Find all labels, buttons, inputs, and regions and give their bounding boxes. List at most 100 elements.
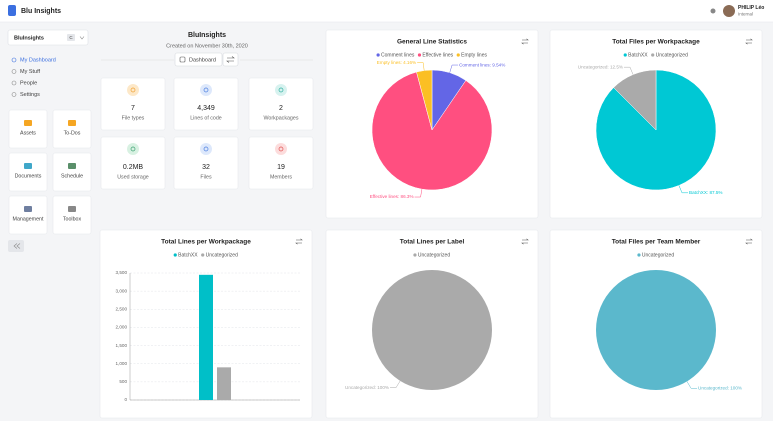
stat-icon-glyph — [278, 146, 284, 152]
data-label: Empty lines: 4.16% — [377, 60, 416, 65]
dashboard-icon — [179, 56, 186, 63]
switch-button[interactable] — [222, 52, 239, 67]
tile-label[interactable]: Management — [13, 216, 44, 222]
tile-icon — [24, 206, 32, 212]
pie-slice — [613, 69, 657, 131]
stat-icon — [275, 143, 287, 155]
dashboard-button[interactable] — [174, 52, 223, 67]
tile[interactable] — [8, 109, 48, 149]
chart-switch-icon[interactable] — [521, 238, 529, 245]
stat-label: Files — [200, 174, 212, 180]
label-leader — [449, 64, 459, 73]
nav-icon — [11, 92, 17, 97]
tile[interactable] — [8, 195, 48, 235]
tile[interactable] — [52, 195, 92, 235]
chart-switch-icon[interactable] — [521, 38, 529, 45]
legend-marker — [456, 53, 460, 57]
app-name[interactable]: Blu Insights — [21, 8, 61, 15]
charts: General Line Statistics Comment lines Effe… — [99, 29, 763, 419]
collapse-button[interactable] — [8, 240, 24, 252]
tile-icon — [68, 163, 76, 169]
tile-label[interactable]: Documents — [15, 173, 42, 179]
chart-switch-icon[interactable] — [745, 38, 753, 45]
label-leader — [417, 62, 425, 71]
stat-label: Used storage — [117, 174, 149, 180]
stat-label: Workpackages — [264, 115, 299, 121]
chart-switch-icon[interactable] — [295, 238, 303, 245]
stat-card — [173, 136, 239, 190]
pie-slice — [371, 71, 493, 191]
dashboard-button-label[interactable]: Dashboard — [189, 57, 216, 63]
pie-slice — [372, 270, 492, 390]
tile-icon — [24, 163, 32, 169]
stat-value: 7 — [131, 105, 135, 112]
legend-marker — [623, 53, 627, 57]
y-tick-label: 1,000 — [116, 361, 128, 366]
nav-item[interactable]: My Dashboard — [20, 57, 56, 63]
tile-label[interactable]: Assets — [20, 130, 36, 136]
stat-label: File types — [122, 115, 145, 121]
nav-icon — [11, 80, 17, 86]
bar — [199, 274, 213, 400]
collapse-icon — [13, 243, 21, 249]
notification-icon[interactable] — [710, 8, 716, 14]
project-select[interactable] — [7, 29, 89, 46]
stat-value: 0.2MB — [123, 164, 144, 171]
label-leader — [414, 189, 423, 198]
stat-icon-glyph — [203, 87, 209, 93]
tile-icon — [68, 120, 76, 126]
logo[interactable] — [8, 5, 16, 16]
y-tick-label: 3,500 — [116, 270, 128, 275]
switch-icon — [226, 56, 235, 63]
chart-title: Total Files per Workpackage — [612, 39, 700, 46]
nav-item[interactable]: People — [20, 80, 37, 86]
chart-title: Total Lines per Workpackage — [161, 239, 251, 246]
stat-card — [248, 77, 314, 131]
nav-icon — [11, 57, 17, 63]
tile-label[interactable]: Schedule — [61, 173, 83, 179]
stats: 7 File types 4,349 Lines of code 2 Workpackag… — [100, 77, 314, 190]
avatar[interactable] — [723, 5, 735, 17]
stat-icon — [200, 143, 212, 155]
legend-marker — [651, 53, 655, 57]
stat-value: 19 — [277, 164, 285, 171]
stat-icon-glyph — [130, 87, 136, 93]
y-tick-label: 3,000 — [116, 288, 128, 293]
legend-label: Uncategorized — [206, 252, 238, 258]
nav-item[interactable]: Settings — [20, 92, 40, 98]
stat-value: 32 — [202, 164, 210, 171]
data-label: Uncategorized: 12.5% — [578, 64, 623, 69]
stat-icon-glyph — [203, 146, 209, 152]
legend-label: Uncategorized — [418, 252, 450, 258]
tile[interactable] — [52, 109, 92, 149]
user-name[interactable]: PHILIP Léo — [738, 5, 764, 11]
label-leader — [389, 380, 401, 388]
stat-icon-glyph — [278, 87, 284, 93]
tile[interactable] — [52, 152, 92, 192]
tile-label[interactable]: To-Dos — [64, 130, 81, 136]
stat-label: Lines of code — [190, 115, 222, 121]
user-role: Internal — [738, 12, 753, 17]
label-leader — [686, 381, 698, 389]
dropdown-caret — [79, 36, 85, 40]
legend-label: Uncategorized — [656, 52, 688, 58]
bar — [217, 367, 231, 400]
nav-item[interactable]: My Stuff — [20, 69, 41, 75]
legend-marker — [637, 253, 641, 257]
tile-label[interactable]: Toolbox — [63, 216, 82, 222]
stat-label: Members — [270, 174, 292, 180]
tile[interactable] — [8, 152, 48, 192]
project-select-label[interactable]: BluInsights — [14, 35, 44, 41]
chart-switch-icon[interactable] — [745, 238, 753, 245]
data-label: Effective lines: 86.3% — [370, 194, 414, 199]
pie-slice — [596, 270, 716, 390]
legend-label: BatchXX — [178, 252, 198, 258]
tile-icon — [68, 206, 76, 212]
legend-marker — [417, 53, 422, 57]
stat-icon — [275, 84, 287, 96]
project-name: BluInsights — [188, 32, 226, 39]
data-label: Uncategorized: 100% — [345, 385, 389, 390]
stat-icon — [200, 84, 212, 96]
